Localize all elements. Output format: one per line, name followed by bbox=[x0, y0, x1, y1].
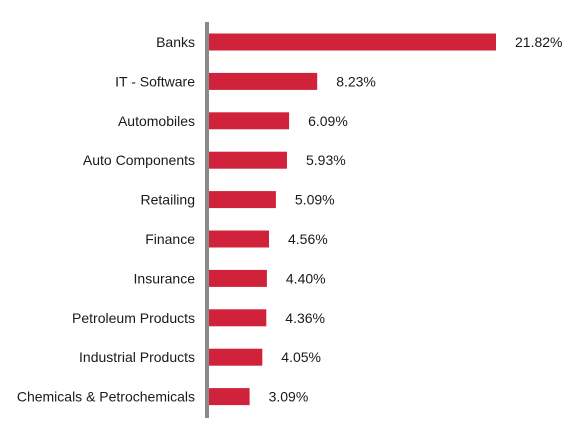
category-label: IT - Software bbox=[115, 73, 195, 89]
category-label: Auto Components bbox=[83, 152, 195, 168]
category-label: Petroleum Products bbox=[72, 310, 195, 326]
value-label: 5.93% bbox=[306, 152, 346, 168]
labels-layer: Banks 21.82% IT - Software 8.23% Automobiles… bbox=[17, 34, 563, 405]
category-label: Chemicals & Petrochemicals bbox=[17, 389, 195, 405]
value-label: 5.09% bbox=[295, 192, 335, 208]
bar bbox=[209, 388, 250, 406]
value-label: 21.82% bbox=[515, 34, 562, 50]
value-label: 4.40% bbox=[286, 270, 326, 286]
category-label: Banks bbox=[156, 34, 195, 50]
bar bbox=[209, 191, 276, 209]
bar bbox=[209, 72, 318, 90]
category-label: Insurance bbox=[134, 270, 196, 286]
value-label: 4.56% bbox=[288, 231, 328, 247]
value-label: 3.09% bbox=[269, 389, 309, 405]
value-label: 6.09% bbox=[308, 113, 348, 129]
bar bbox=[209, 112, 290, 130]
value-label: 4.05% bbox=[281, 349, 321, 365]
bar bbox=[209, 230, 269, 248]
bar bbox=[209, 309, 267, 327]
bar bbox=[209, 269, 267, 287]
bar bbox=[209, 33, 496, 51]
category-label: Finance bbox=[145, 231, 195, 247]
bar bbox=[209, 151, 287, 169]
value-label: 4.36% bbox=[285, 310, 325, 326]
category-label: Industrial Products bbox=[79, 349, 195, 365]
category-label: Retailing bbox=[141, 192, 195, 208]
bars-layer bbox=[209, 33, 496, 406]
bar bbox=[209, 348, 263, 366]
value-label: 8.23% bbox=[336, 73, 376, 89]
category-label: Automobiles bbox=[118, 113, 195, 129]
